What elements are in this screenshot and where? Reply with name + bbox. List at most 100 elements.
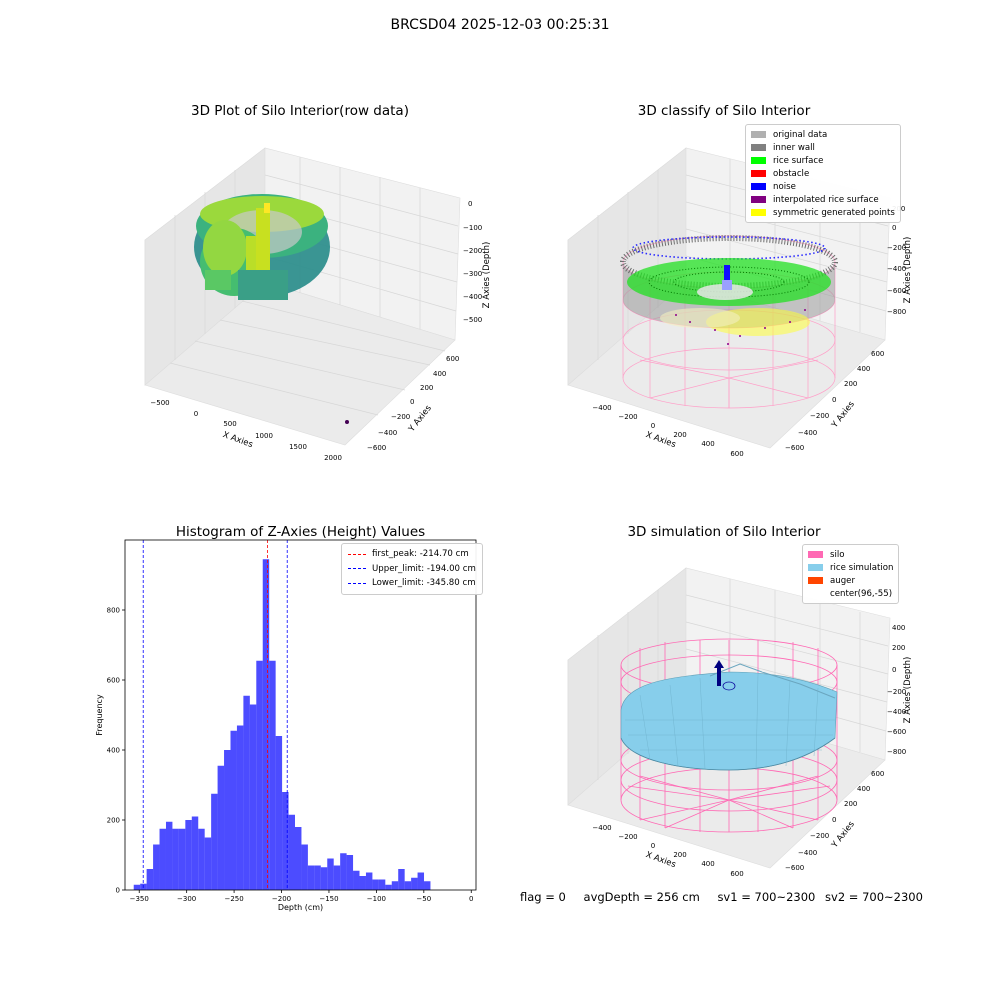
panel4-title: 3D simulation of Silo Interior [627, 524, 821, 540]
hist-bar [288, 814, 295, 890]
legend-label: interpolated rice surface [773, 194, 879, 205]
legend-line [348, 582, 366, 584]
hist-bar [320, 867, 328, 890]
p4-legend-item: silo [808, 548, 893, 561]
status-sv1: sv1 = 700~2300 [717, 890, 816, 904]
hist-bar [365, 872, 373, 890]
hist-bar [211, 793, 218, 890]
p4-legend: silo rice simulation auger center(96,-55… [802, 544, 900, 604]
p1-ztick: 0 [468, 200, 472, 208]
p1-ytick: 400 [433, 370, 446, 378]
p1-outlier-point [345, 420, 349, 424]
hist-bar [185, 820, 192, 890]
legend-swatch [751, 196, 766, 203]
p1-ytick: −200 [391, 413, 410, 421]
status-sv2: sv2 = 700~2300 [825, 890, 923, 904]
p4-zlabel: Z Axies (Depth) [903, 657, 913, 724]
p2-zlabel: Z Axies (Depth) [903, 237, 913, 304]
p4-ytick: 200 [844, 800, 857, 808]
legend-label: silo [830, 549, 845, 560]
hist-bar [191, 816, 199, 890]
p2-xtick: 200 [673, 431, 686, 439]
p4-ztick: −800 [887, 748, 906, 756]
figure-title: BRCSD04 2025-12-03 00:25:31 [390, 17, 610, 33]
p1-ztick: −200 [463, 247, 482, 255]
p2-xtick: −200 [618, 413, 637, 421]
p4-xtick: 0 [651, 842, 655, 850]
hist-bar [262, 559, 270, 890]
hist-bar [146, 869, 154, 890]
p4-ytick: 600 [871, 770, 884, 778]
legend-swatch [808, 551, 823, 558]
hist-bar [301, 844, 308, 890]
p2-ytick: 600 [871, 350, 884, 358]
p2-ytick: 0 [832, 396, 836, 404]
legend-label: auger [830, 575, 855, 586]
panel2-title: 3D classify of Silo Interior [637, 103, 811, 119]
hist-bar [198, 828, 205, 890]
p2-xtick: 400 [701, 440, 714, 448]
legend-label: obstacle [773, 168, 810, 179]
p1-yticks: −600 −400 −200 0 200 400 600 [367, 355, 459, 452]
p2-xticks: −400 −200 0 200 400 600 [592, 404, 743, 458]
p4-auger [714, 660, 736, 691]
hist-bar [404, 881, 412, 890]
hist-xtick-label: −350 [130, 895, 149, 903]
p2-noise-ring [632, 236, 826, 260]
p2-legend-item: original data [751, 128, 895, 141]
p4-ytick: 400 [857, 785, 870, 793]
legend-swatch [808, 590, 823, 597]
p4-legend-item: auger [808, 574, 893, 587]
hist-bar [327, 858, 334, 890]
legend-swatch [808, 577, 823, 584]
hist-bar [307, 865, 315, 890]
p4-legend-item: center(96,-55) [808, 587, 893, 600]
p1-ztick: −300 [463, 270, 482, 278]
p4-surface-mesh [625, 673, 835, 771]
p1-xlabel: X Axies [221, 430, 254, 450]
p4-ztick: −600 [887, 728, 906, 736]
p4-ytick: 0 [832, 816, 836, 824]
p4-xtick: −200 [618, 833, 637, 841]
hist-bar [230, 730, 237, 890]
hist-bar [340, 853, 347, 890]
hist-bar [378, 879, 386, 890]
hist-xticks: −350 −300 −250 −200 −150 −100 −50 0 [130, 890, 473, 903]
hist-ytick-label: 800 [107, 607, 120, 615]
legend-label: first_peak: -214.70 cm [372, 549, 469, 560]
p2-ztick: −400 [887, 265, 906, 273]
panel2-3d-axes: −400 −200 0 200 400 600 X Axies −600 −40… [567, 147, 913, 458]
p4-ztick: −200 [887, 688, 906, 696]
hist-bar [294, 827, 302, 890]
hist-xtick-label: −300 [177, 895, 196, 903]
legend-label: inner wall [773, 142, 815, 153]
p2-ztick: −800 [887, 308, 906, 316]
p1-ytick: −600 [367, 444, 386, 452]
hist-ytick-label: 600 [107, 677, 120, 685]
hist-ytick-label: 400 [107, 747, 120, 755]
p2-ztick: −600 [887, 287, 906, 295]
p2-xtick: −400 [592, 404, 611, 412]
hist-vlines [142, 540, 288, 890]
p2-obstacle [722, 265, 732, 290]
hist-bar [165, 821, 173, 890]
hist-bar [359, 876, 366, 890]
legend-swatch [751, 209, 766, 216]
hist-ytick-label: 0 [116, 887, 120, 895]
hist-frame [124, 539, 477, 891]
p4-xtick: 200 [673, 851, 686, 859]
hist-legend-item: Lower_limit: -345.80 cm [348, 576, 476, 591]
p1-zlabel: Z Axies (Depth) [482, 242, 492, 309]
hist-bar [153, 844, 160, 890]
p4-ytick: −600 [785, 864, 804, 872]
status-avg-depth: avgDepth = 256 cm [583, 890, 700, 904]
legend-line [348, 553, 366, 555]
hist-legend-item: Upper_limit: -194.00 cm [348, 562, 476, 577]
p4-xtick: 400 [701, 860, 714, 868]
hist-bar [314, 865, 321, 890]
hist-ytick-label: 200 [107, 817, 120, 825]
p1-xtick: 500 [223, 420, 236, 428]
histogram-title: Histogram of Z-Axies (Height) Values [175, 524, 426, 540]
legend-label: Lower_limit: -345.80 cm [372, 578, 476, 589]
p2-legend-item: noise [751, 180, 895, 193]
